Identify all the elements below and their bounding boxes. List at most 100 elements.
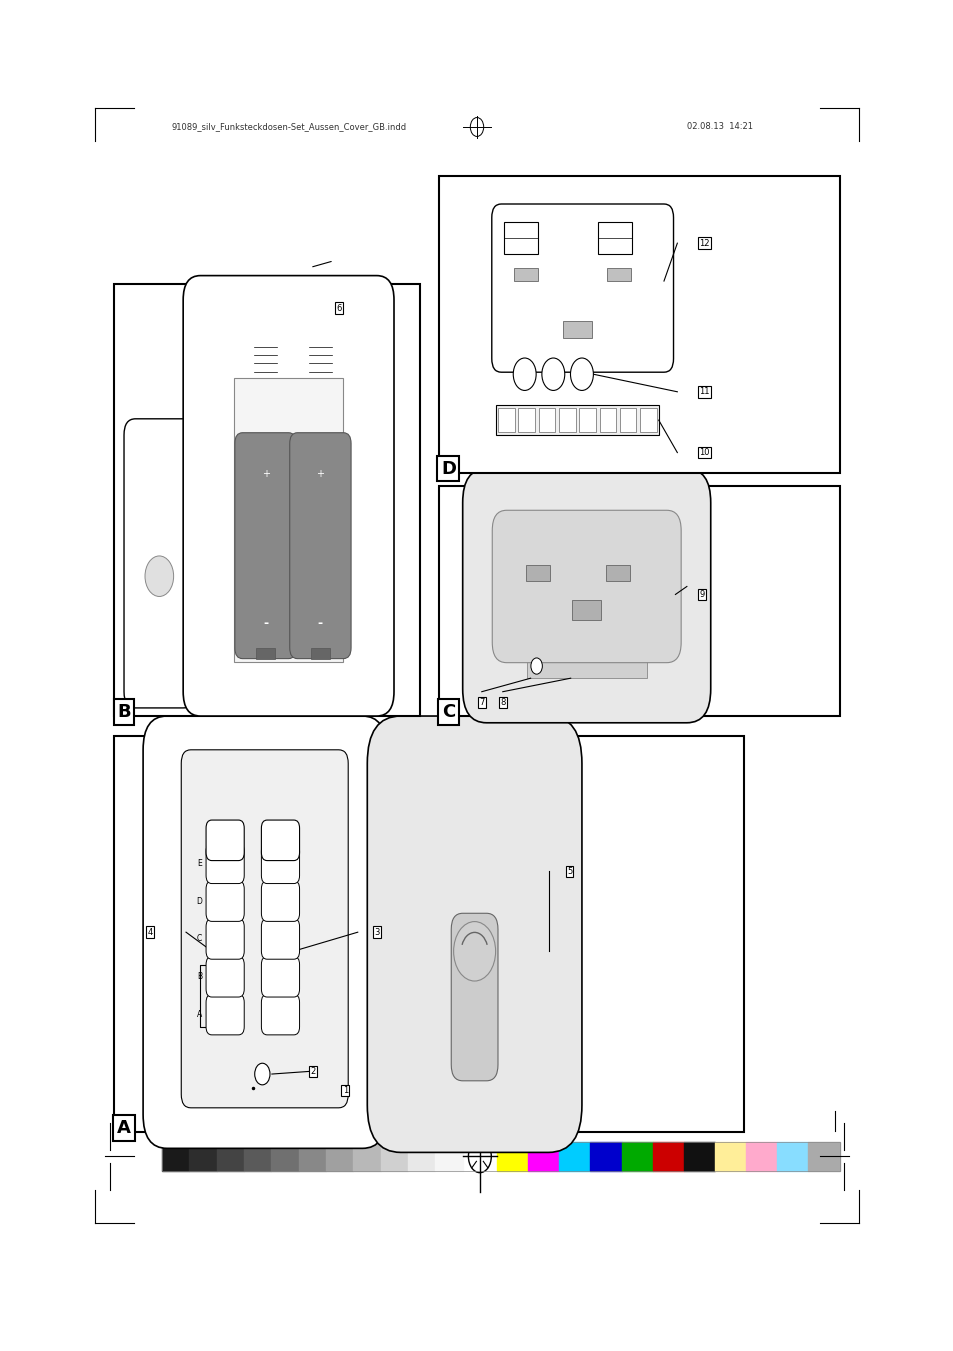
FancyBboxPatch shape bbox=[261, 957, 299, 997]
FancyBboxPatch shape bbox=[206, 994, 244, 1035]
Bar bbox=[572, 600, 600, 620]
Bar bbox=[162, 1142, 839, 1171]
Text: A: A bbox=[117, 1119, 131, 1138]
Bar bbox=[525, 565, 549, 581]
Bar bbox=[114, 284, 419, 716]
Circle shape bbox=[513, 358, 536, 390]
FancyBboxPatch shape bbox=[492, 511, 680, 663]
FancyBboxPatch shape bbox=[261, 919, 299, 959]
Text: +: + bbox=[316, 469, 324, 480]
Text: -: - bbox=[317, 617, 323, 630]
Bar bbox=[558, 1142, 590, 1171]
Text: D: D bbox=[440, 459, 456, 478]
FancyBboxPatch shape bbox=[206, 919, 244, 959]
Bar bbox=[517, 408, 535, 432]
Bar bbox=[606, 267, 630, 281]
Text: 12: 12 bbox=[698, 239, 709, 247]
Bar bbox=[438, 176, 839, 473]
Bar bbox=[233, 378, 343, 662]
Bar bbox=[497, 1142, 528, 1171]
Text: 9: 9 bbox=[699, 590, 704, 598]
Bar bbox=[326, 1142, 353, 1171]
Bar bbox=[311, 648, 330, 659]
Circle shape bbox=[145, 557, 173, 597]
Bar bbox=[408, 1142, 435, 1171]
Text: 7: 7 bbox=[478, 698, 484, 707]
Bar bbox=[438, 486, 839, 716]
Text: E: E bbox=[197, 859, 201, 867]
Bar bbox=[599, 408, 616, 432]
Circle shape bbox=[453, 921, 496, 981]
Bar bbox=[683, 1142, 714, 1171]
FancyBboxPatch shape bbox=[290, 432, 351, 659]
Bar bbox=[528, 1142, 558, 1171]
Bar bbox=[590, 1142, 621, 1171]
Bar bbox=[216, 1142, 244, 1171]
FancyBboxPatch shape bbox=[124, 419, 194, 708]
Bar bbox=[745, 1142, 777, 1171]
FancyBboxPatch shape bbox=[143, 716, 386, 1148]
Bar bbox=[244, 1142, 272, 1171]
Bar bbox=[714, 1142, 745, 1171]
Bar bbox=[162, 1142, 190, 1171]
Text: 8: 8 bbox=[499, 698, 505, 707]
Bar bbox=[598, 222, 632, 254]
Bar bbox=[526, 654, 646, 678]
FancyBboxPatch shape bbox=[367, 716, 581, 1152]
Bar bbox=[496, 405, 658, 435]
Bar bbox=[538, 408, 555, 432]
Bar bbox=[353, 1142, 380, 1171]
Text: C: C bbox=[441, 703, 455, 721]
FancyBboxPatch shape bbox=[206, 843, 244, 884]
Circle shape bbox=[254, 1063, 270, 1085]
Text: 2: 2 bbox=[310, 1067, 315, 1075]
Bar bbox=[652, 1142, 683, 1171]
Bar bbox=[272, 1142, 298, 1171]
Bar bbox=[562, 322, 591, 338]
Bar bbox=[807, 1142, 839, 1171]
Text: A: A bbox=[196, 1011, 202, 1019]
Circle shape bbox=[530, 658, 541, 674]
Text: ON: ON bbox=[219, 825, 231, 831]
Circle shape bbox=[541, 358, 564, 390]
Bar bbox=[497, 408, 514, 432]
Bar bbox=[298, 1142, 326, 1171]
Bar bbox=[435, 1142, 462, 1171]
FancyBboxPatch shape bbox=[451, 913, 497, 1081]
FancyBboxPatch shape bbox=[183, 276, 394, 716]
Text: 10: 10 bbox=[698, 449, 709, 457]
Text: 1: 1 bbox=[342, 1086, 348, 1094]
Text: 5: 5 bbox=[566, 867, 572, 875]
Text: D: D bbox=[196, 897, 202, 905]
FancyBboxPatch shape bbox=[234, 432, 295, 659]
Text: 3: 3 bbox=[374, 928, 379, 936]
Bar bbox=[605, 565, 629, 581]
FancyBboxPatch shape bbox=[261, 994, 299, 1035]
Bar bbox=[619, 408, 636, 432]
Bar bbox=[558, 408, 575, 432]
FancyBboxPatch shape bbox=[206, 820, 244, 861]
Text: B: B bbox=[117, 703, 131, 721]
Text: 02.08.13  14:21: 02.08.13 14:21 bbox=[686, 123, 752, 131]
Bar bbox=[114, 736, 743, 1132]
Bar bbox=[380, 1142, 408, 1171]
Bar bbox=[503, 222, 537, 254]
FancyBboxPatch shape bbox=[206, 957, 244, 997]
Text: OFF: OFF bbox=[274, 825, 287, 831]
Circle shape bbox=[570, 358, 593, 390]
FancyBboxPatch shape bbox=[181, 750, 348, 1108]
Bar bbox=[256, 648, 274, 659]
Text: 4: 4 bbox=[147, 928, 152, 936]
FancyBboxPatch shape bbox=[261, 820, 299, 861]
FancyBboxPatch shape bbox=[206, 881, 244, 921]
FancyBboxPatch shape bbox=[492, 204, 673, 372]
Text: 6: 6 bbox=[335, 304, 341, 312]
FancyBboxPatch shape bbox=[462, 469, 710, 723]
Bar bbox=[621, 1142, 652, 1171]
Bar bbox=[639, 408, 656, 432]
Bar bbox=[578, 408, 596, 432]
Text: B: B bbox=[196, 973, 202, 981]
Bar bbox=[190, 1142, 216, 1171]
Text: C: C bbox=[196, 935, 202, 943]
Bar bbox=[777, 1142, 807, 1171]
